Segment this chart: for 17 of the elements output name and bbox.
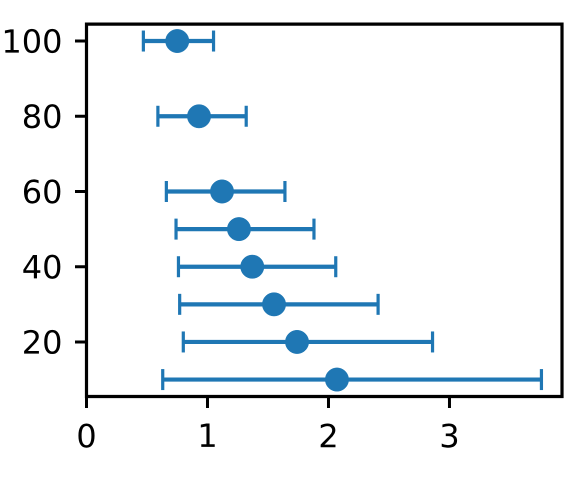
- point: [240, 254, 264, 279]
- point: [285, 330, 309, 354]
- x-tick-label: 1: [200, 424, 215, 447]
- y-tick-label: 100: [4, 28, 60, 54]
- point: [262, 292, 286, 316]
- point: [227, 217, 251, 242]
- x-tick-label: 3: [442, 424, 458, 448]
- point: [210, 180, 234, 204]
- y-tick-label: 20: [24, 330, 60, 354]
- y-tick-label: 80: [24, 104, 60, 128]
- point: [325, 368, 349, 392]
- point: [165, 29, 190, 53]
- y-tick-label: 60: [24, 179, 60, 204]
- point: [187, 104, 211, 128]
- x-tick-label: 2: [320, 424, 336, 448]
- y-tick-label: 40: [23, 254, 60, 279]
- x-tick-label: 0: [78, 424, 95, 448]
